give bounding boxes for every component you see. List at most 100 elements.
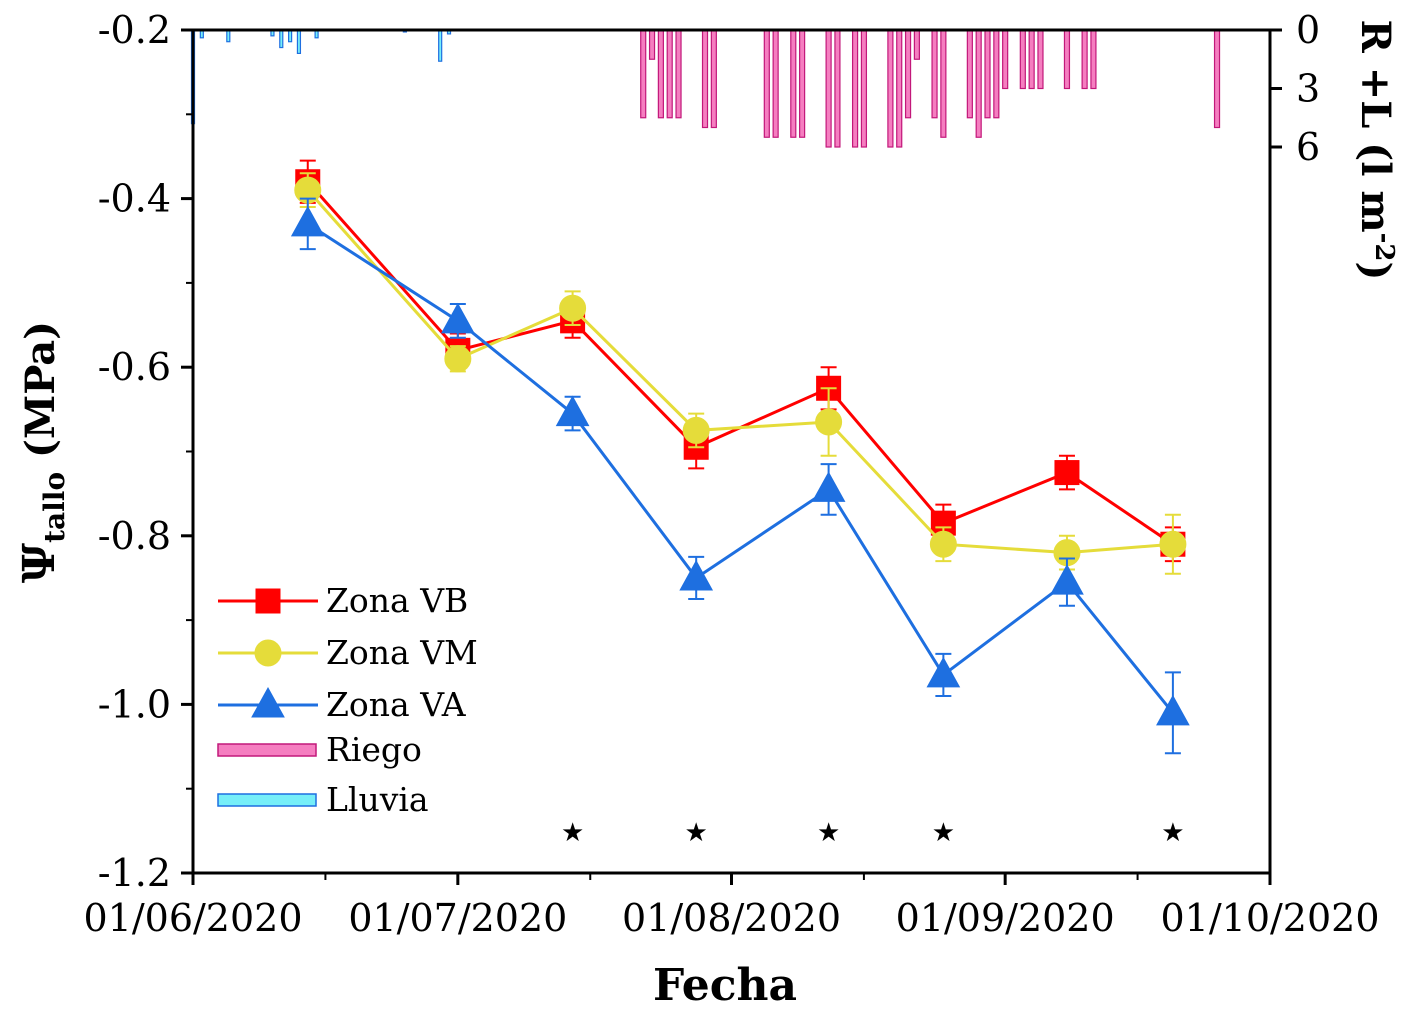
zona-vm-point <box>444 345 472 373</box>
zona-vm-point <box>929 530 957 558</box>
riego-bar <box>1002 29 1009 90</box>
riego-bar <box>790 29 797 138</box>
zona-va-point <box>555 395 590 427</box>
riego-bar <box>657 29 664 119</box>
y-axis-label-psi: Ψ <box>14 543 65 583</box>
y-tick-label: -1.2 <box>98 851 171 895</box>
y2-tick-label: 6 <box>1296 125 1320 169</box>
lluvia-bar <box>288 29 293 43</box>
y-axis-label-unit: (MPa) <box>17 321 64 472</box>
zona-va-point <box>290 205 325 237</box>
lluvia-bar <box>296 29 302 54</box>
riego-bar <box>675 29 682 119</box>
x-axis-label: Fecha <box>653 960 797 1006</box>
riego-bar <box>648 29 656 60</box>
zona-va-point <box>811 471 846 502</box>
zona-va-point <box>679 559 714 591</box>
riego-bar <box>1028 29 1035 90</box>
x-tick-label: 01/07/2020 <box>348 896 567 940</box>
y-tick-label: -0.8 <box>98 514 171 558</box>
riego-bar <box>984 29 991 119</box>
y-tick-label: -0.4 <box>98 177 171 221</box>
riego-bar <box>825 29 832 148</box>
riego-bar <box>913 29 920 60</box>
y2-tick-label: 0 <box>1296 8 1320 52</box>
riego-bar <box>640 29 647 119</box>
significance-star: ★ <box>685 818 708 848</box>
bars-layer <box>190 29 1221 148</box>
zona-vb-point <box>1054 460 1080 486</box>
riego-bar <box>1213 29 1221 129</box>
axes-layer: -0.2 -0.4 -0.6 -0.8 -1.0 -1.2 0 3 6 01/06/2020 01/… <box>83 8 1379 940</box>
lluvia-bar <box>279 29 284 49</box>
significance-star: ★ <box>932 818 955 848</box>
legend-label-zona-vb: Zona VB <box>326 581 468 620</box>
y2-tick-label: 3 <box>1296 67 1320 111</box>
legend-marker-zona-va <box>251 686 285 718</box>
zona-vm-point <box>815 408 843 436</box>
zona-vb-line <box>306 180 1174 546</box>
x-tick-label: 01/09/2020 <box>896 896 1115 940</box>
riego-bar <box>966 29 973 119</box>
riego-bar <box>931 29 938 119</box>
legend-swatch-lluvia <box>217 793 317 807</box>
y-tick-label: -0.6 <box>98 345 171 389</box>
riego-bar <box>710 29 717 129</box>
riego-bar <box>772 29 779 138</box>
riego-bar <box>860 29 868 148</box>
legend-marker-zona-vm <box>254 639 282 667</box>
riego-bar <box>1090 29 1097 90</box>
zona-vm-point <box>1159 530 1187 558</box>
riego-bar <box>975 29 982 138</box>
riego-bar <box>993 29 1000 119</box>
riego-bar <box>1037 29 1044 90</box>
legend-label-zona-vm: Zona VM <box>326 633 478 672</box>
riego-bar <box>1063 29 1071 90</box>
y-tick-label: -0.2 <box>98 8 171 52</box>
zona-vm-line <box>306 189 1174 555</box>
x-tick-label: 01/06/2020 <box>83 896 302 940</box>
riego-bar <box>896 29 903 148</box>
zona-va-point <box>1050 564 1084 595</box>
y-axis-label-sub: tallo <box>38 472 71 543</box>
riego-bar <box>763 29 770 138</box>
significance-star: ★ <box>561 818 584 848</box>
y2-axis-label-sup: -2 <box>1369 233 1399 262</box>
y2-axis-label: R +L (l m-2) <box>1352 20 1399 281</box>
riego-bar <box>1081 29 1088 90</box>
riego-bar <box>834 29 841 148</box>
x-tick-label: 01/10/2020 <box>1160 896 1379 940</box>
significance-star: ★ <box>1161 818 1184 848</box>
legend-marker-zona-vb <box>255 588 281 614</box>
y-tick-label: -1.0 <box>98 682 171 726</box>
riego-bar <box>1019 29 1026 90</box>
riego-bar <box>887 29 894 148</box>
riego-bar <box>851 29 859 148</box>
riego-bar <box>940 29 947 138</box>
legend-label-lluvia: Lluvia <box>326 780 429 819</box>
riego-bar <box>799 29 806 138</box>
riego-bar <box>666 29 673 119</box>
legend-label-riego: Riego <box>326 730 422 769</box>
y2-axis-label-main: R +L (l m <box>1352 20 1399 233</box>
riego-bar <box>701 29 709 129</box>
y-axis-label: Ψtallo (MPa) <box>14 321 71 583</box>
zona-va-point <box>926 656 961 688</box>
legend: Zona VB Zona VM Zona VA Riego Lluvia <box>217 581 478 819</box>
legend-label-zona-va: Zona VA <box>326 685 467 724</box>
lluvia-bar <box>226 29 231 43</box>
annotations-layer: ★ ★ ★ ★ ★ <box>561 818 1185 848</box>
y2-axis-label-end: ) <box>1352 262 1399 281</box>
significance-star: ★ <box>817 818 840 848</box>
zona-va-point <box>1156 694 1190 726</box>
zona-vm-point <box>559 294 587 322</box>
lluvia-bar <box>438 29 443 62</box>
riego-bar <box>904 29 912 119</box>
legend-swatch-riego <box>217 743 317 757</box>
zona-va-point <box>440 302 475 334</box>
zona-vm-point <box>682 416 710 444</box>
x-tick-label: 01/08/2020 <box>622 896 841 940</box>
zona-va-line <box>306 222 1175 714</box>
series-layer <box>290 159 1190 755</box>
